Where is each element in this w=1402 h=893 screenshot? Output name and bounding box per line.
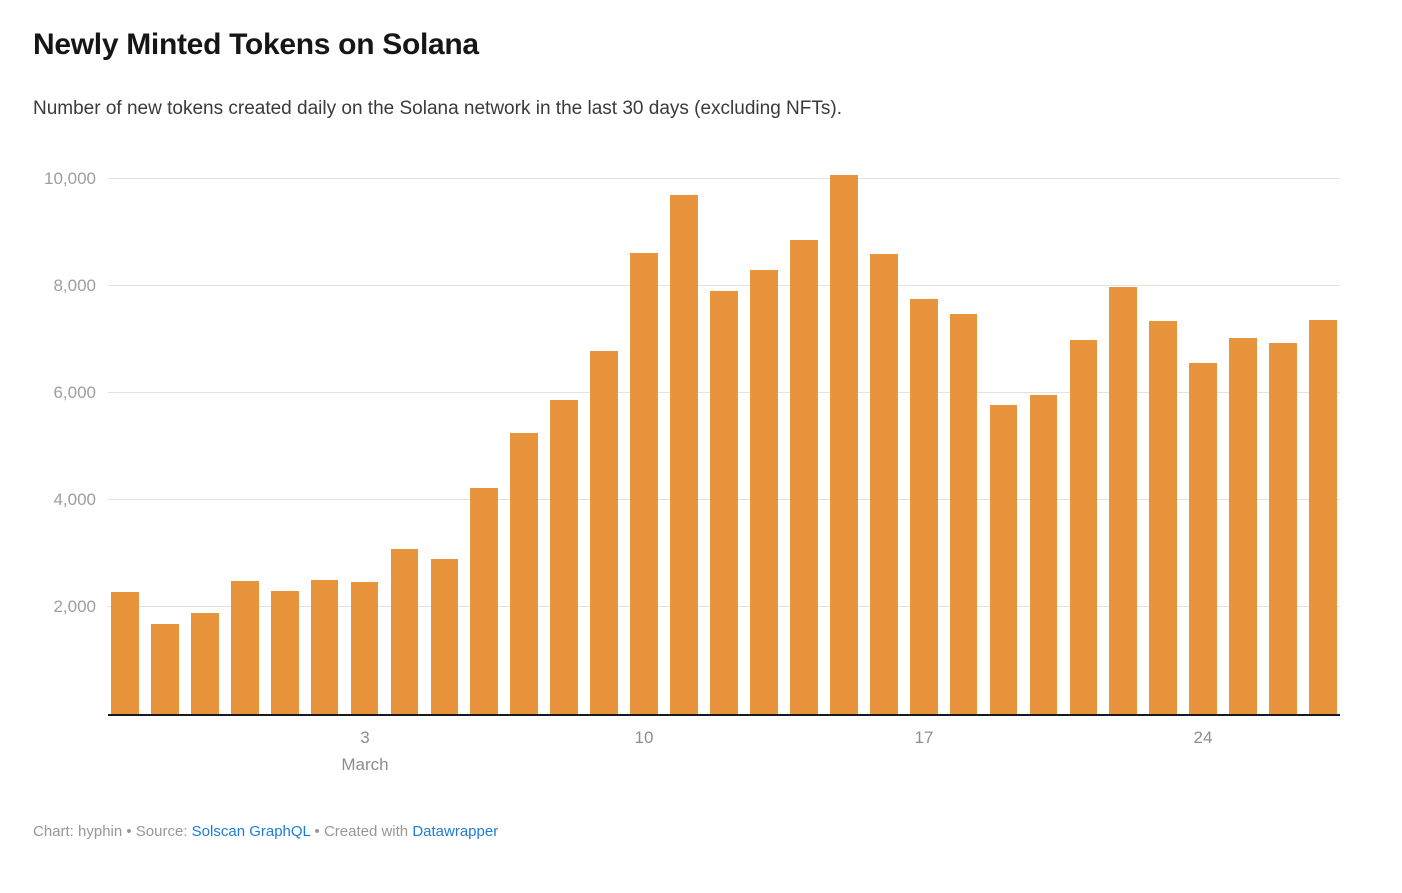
bar[interactable] bbox=[1269, 342, 1297, 714]
gridline bbox=[108, 178, 1340, 179]
y-tick-label: 8,000 bbox=[53, 276, 96, 295]
bar[interactable] bbox=[710, 290, 738, 714]
y-tick-label: 4,000 bbox=[53, 490, 96, 509]
footer-created-with: • Created with bbox=[310, 823, 413, 840]
page-title: Newly Minted Tokens on Solana bbox=[33, 28, 479, 61]
bar[interactable] bbox=[390, 548, 419, 714]
y-tick-label: 2,000 bbox=[53, 597, 96, 616]
footer: Chart: hyphin • Source: Solscan GraphQL … bbox=[33, 822, 1369, 841]
x-tick-label: 10 bbox=[634, 728, 654, 747]
bar[interactable] bbox=[1309, 320, 1337, 714]
bar[interactable] bbox=[1029, 395, 1058, 714]
y-tick-label: 6,000 bbox=[53, 383, 96, 402]
bar[interactable] bbox=[470, 488, 499, 714]
bar[interactable] bbox=[190, 613, 219, 714]
bar[interactable] bbox=[111, 592, 139, 714]
footer-credit: Chart: hyphin • Source: bbox=[33, 823, 192, 840]
x-axis-line bbox=[108, 714, 1340, 716]
chart-page: Newly Minted Tokens on Solana Number of … bbox=[0, 27, 1402, 893]
bar[interactable] bbox=[750, 269, 778, 714]
bar[interactable] bbox=[550, 400, 579, 714]
bar[interactable] bbox=[630, 252, 658, 714]
bar[interactable] bbox=[1069, 339, 1098, 714]
bar[interactable] bbox=[230, 581, 259, 714]
x-tick-label: 17 bbox=[914, 728, 934, 747]
bar[interactable] bbox=[949, 313, 978, 714]
gridline bbox=[108, 285, 1340, 286]
bar[interactable] bbox=[989, 405, 1018, 714]
x-axis: 3 10 17 24 March bbox=[108, 716, 1340, 774]
bar[interactable] bbox=[510, 432, 539, 714]
bar[interactable] bbox=[1229, 338, 1257, 714]
x-tick-label: 3 bbox=[360, 728, 370, 747]
bar[interactable] bbox=[869, 253, 898, 714]
bar[interactable] bbox=[310, 580, 339, 714]
x-axis-month-label: March bbox=[341, 755, 389, 774]
bar[interactable] bbox=[1149, 321, 1178, 714]
bar[interactable] bbox=[909, 298, 938, 714]
bar[interactable] bbox=[1109, 287, 1138, 714]
datawrapper-link[interactable]: Datawrapper bbox=[412, 823, 499, 840]
bar[interactable] bbox=[270, 591, 299, 714]
bar[interactable] bbox=[590, 350, 618, 714]
bar[interactable] bbox=[150, 624, 179, 714]
bars bbox=[108, 160, 1340, 714]
bar[interactable] bbox=[350, 582, 379, 714]
source-link[interactable]: Solscan GraphQL bbox=[191, 823, 311, 840]
bar[interactable] bbox=[670, 195, 698, 714]
bar[interactable] bbox=[789, 240, 818, 714]
bar[interactable] bbox=[430, 559, 459, 714]
x-tick-label: 24 bbox=[1193, 728, 1213, 747]
bar-chart: 2,000 4,000 6,000 8,000 10,000 bbox=[44, 160, 1340, 716]
bar[interactable] bbox=[1189, 362, 1218, 714]
bar[interactable] bbox=[829, 174, 858, 714]
y-tick-label: 10,000 bbox=[44, 169, 96, 188]
chart-subtitle: Number of new tokens created daily on th… bbox=[33, 98, 842, 119]
